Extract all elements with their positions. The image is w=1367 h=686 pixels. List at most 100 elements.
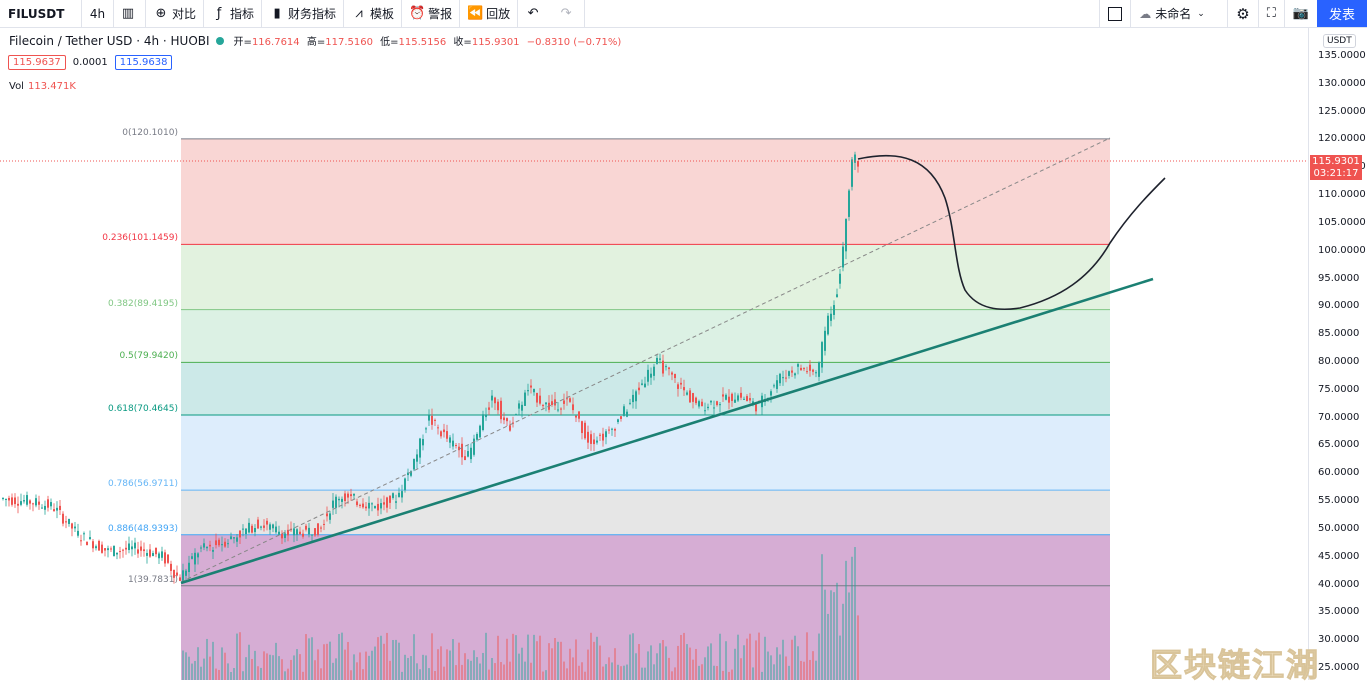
volume-bar <box>581 662 583 680</box>
volume-bar <box>284 671 286 680</box>
candle-body <box>827 315 829 335</box>
volume-bar <box>602 666 604 680</box>
candle-body <box>839 273 841 284</box>
indicators-button[interactable]: ƒ 指标 <box>204 0 263 27</box>
candle-body <box>98 540 100 551</box>
candle-body <box>206 547 208 549</box>
settings-button[interactable]: ⚙ <box>1227 0 1257 27</box>
alert-button[interactable]: ⏰ 警报 <box>402 0 461 27</box>
candle-body <box>650 373 652 378</box>
buy-price-button[interactable]: 115.9638 <box>114 55 173 70</box>
volume-bar <box>263 651 265 680</box>
candle-body <box>743 398 745 400</box>
candle-body <box>500 400 502 420</box>
gear-icon: ⚙ <box>1236 4 1250 23</box>
volume-bar <box>320 668 322 680</box>
sell-price-button[interactable]: 115.9637 <box>8 55 66 70</box>
candle-body <box>101 544 103 553</box>
redo-button[interactable]: ↷ <box>551 0 586 27</box>
volume-bar <box>212 641 214 680</box>
snapshot-button[interactable]: 📷 <box>1283 0 1317 27</box>
candle-body <box>635 391 637 402</box>
forecast-curve[interactable] <box>857 154 1166 311</box>
layout-toggle[interactable] <box>1099 0 1130 27</box>
candle-body <box>89 537 91 540</box>
volume-bar <box>479 663 481 680</box>
fullscreen-button[interactable]: ⛶ <box>1257 0 1284 27</box>
volume-bar <box>326 643 328 680</box>
candle-body <box>593 439 595 445</box>
candle-body <box>20 501 22 505</box>
candle-body <box>659 358 661 360</box>
compare-button[interactable]: ⊕ 对比 <box>146 0 205 27</box>
candle-body <box>236 537 238 542</box>
candle-body <box>173 569 175 578</box>
candle-body <box>230 536 232 539</box>
candle-body <box>239 530 241 538</box>
volume-bar <box>848 592 850 680</box>
volume-bar <box>857 615 859 680</box>
candle-body <box>521 404 523 411</box>
layout-name-button[interactable]: ☁ 未命名 ⌄ <box>1130 0 1227 27</box>
volume-bar <box>371 650 373 680</box>
camera-icon: 📷 <box>1292 6 1309 21</box>
chart-type-button[interactable]: ▥ <box>114 0 146 27</box>
candle-body <box>785 377 787 379</box>
candle-body <box>350 494 352 497</box>
volume-bar <box>341 632 343 680</box>
publish-button[interactable]: 发表 <box>1316 0 1367 27</box>
candle-body <box>401 491 403 498</box>
market-status-icon <box>215 36 224 45</box>
price-axis[interactable] <box>1308 28 1367 680</box>
fib-retracement-zones <box>181 138 1110 680</box>
candle-body <box>755 404 757 412</box>
volume-bar <box>419 669 421 680</box>
financials-button[interactable]: ▮ 财务指标 <box>262 0 345 27</box>
volume-bar <box>266 653 268 680</box>
candle-body <box>233 537 235 539</box>
volume-bar <box>503 664 505 680</box>
volume-bar <box>422 654 424 680</box>
undo-button[interactable]: ↶ <box>518 0 551 27</box>
volume-bar <box>686 644 688 680</box>
candle-body <box>815 372 817 374</box>
candle-body <box>680 382 682 385</box>
candle-body <box>299 531 301 535</box>
templates-button[interactable]: ⩘ 模板 <box>344 0 403 27</box>
volume-bar <box>698 665 700 680</box>
candle-body <box>578 411 580 419</box>
candle-body <box>317 523 319 535</box>
support-trendline[interactable] <box>180 277 1154 585</box>
candle-body <box>833 305 835 315</box>
symbol-search[interactable]: FILUSDT <box>0 0 82 27</box>
volume-bar <box>668 657 670 680</box>
templates-icon: ⩘ <box>355 6 363 21</box>
candle-body <box>851 159 853 187</box>
candle-body <box>53 509 55 511</box>
candle-body <box>428 415 430 421</box>
candle-body <box>467 451 469 457</box>
volume-bar <box>386 632 388 680</box>
candle-body <box>47 499 49 508</box>
candle-body <box>308 527 310 535</box>
candle-body <box>95 546 97 549</box>
candle-body <box>113 545 115 557</box>
volume-bar <box>362 669 364 680</box>
replay-button[interactable]: ⏪ 回放 <box>460 0 519 27</box>
volume-bar <box>323 644 325 680</box>
top-toolbar: FILUSDT 4h ▥ ⊕ 对比 ƒ 指标 ▮ 财务指标 ⩘ 模板 ⏰ 警报 ⏪ 回放 ↶… <box>0 0 1367 28</box>
volume-bar <box>629 634 631 680</box>
interval-button[interactable]: 4h <box>82 0 114 27</box>
volume-bar <box>416 663 418 680</box>
currency-button[interactable]: USDT <box>1323 34 1356 48</box>
volume-bar <box>677 645 679 680</box>
candle-body <box>263 525 265 528</box>
price-chart[interactable] <box>0 28 1308 680</box>
candle-body <box>272 524 274 529</box>
candle-body <box>653 366 655 376</box>
volume-bar <box>845 560 847 680</box>
candle-body <box>563 400 565 404</box>
volume-bar <box>578 665 580 680</box>
volume-bar <box>767 651 769 680</box>
volume-bar <box>803 661 805 680</box>
